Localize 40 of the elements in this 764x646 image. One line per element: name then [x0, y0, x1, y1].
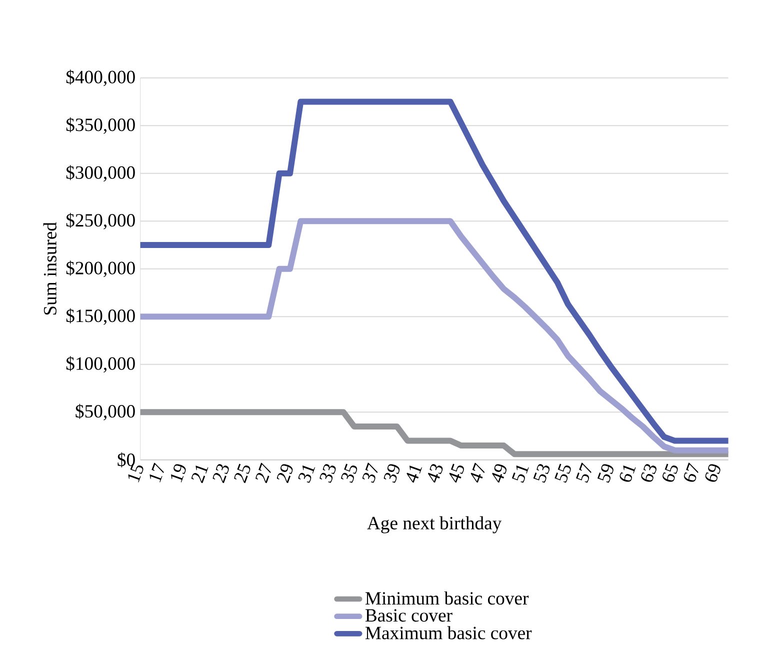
- y-axis-title: Sum insured: [43, 222, 56, 314]
- x-tick-label: 69: [705, 464, 720, 482]
- y-tick-label: $400,000: [66, 69, 135, 86]
- x-tick-label: 37: [362, 462, 378, 483]
- y-tick-label: $250,000: [66, 212, 135, 230]
- x-tick-label: 45: [449, 464, 464, 482]
- x-tick-label: 39: [384, 464, 400, 483]
- x-tick-label: 17: [150, 462, 164, 482]
- x-tick-label: 35: [341, 464, 358, 483]
- x-tick-label: 27: [256, 462, 271, 483]
- x-tick-label: 63: [641, 464, 656, 482]
- x-tick-label: 65: [662, 464, 678, 482]
- y-tick-label: $300,000: [66, 164, 135, 182]
- y-tick-label: $150,000: [66, 308, 135, 325]
- x-tick-label: 21: [191, 465, 208, 483]
- x-tick-label: 59: [597, 464, 614, 483]
- legend-label: Maximum basic cover: [365, 626, 532, 640]
- y-tick-label: $200,000: [66, 260, 135, 277]
- x-tick-label: 49: [492, 464, 506, 482]
- x-tick-label: 53: [533, 464, 550, 483]
- x-tick-label: 51: [512, 465, 529, 482]
- x-tick-label: 61: [620, 465, 636, 482]
- x-tick-label: 29: [276, 464, 293, 483]
- x-tick-label: 67: [684, 462, 698, 482]
- legend-label: Basic cover: [365, 608, 452, 622]
- x-tick-label: 55: [554, 463, 571, 482]
- y-tick-label: $50,000: [76, 404, 135, 420]
- y-tick-label: $100,000: [66, 356, 135, 372]
- x-tick-label: 47: [470, 462, 485, 482]
- x-tick-label: 43: [428, 464, 443, 482]
- x-tick-label: 25: [234, 464, 250, 483]
- x-tick-label: 33: [320, 464, 336, 483]
- x-tick-label: 41: [406, 465, 422, 482]
- x-axis-title: Age next birthday: [367, 516, 502, 534]
- x-tick-label: 19: [171, 464, 186, 482]
- legend-label: Minimum basic cover: [365, 591, 529, 604]
- x-tick-label: 23: [212, 464, 229, 483]
- x-tick-label: 31: [298, 465, 316, 483]
- y-tick-label: $350,000: [66, 117, 135, 134]
- x-tick-label: 57: [576, 462, 592, 482]
